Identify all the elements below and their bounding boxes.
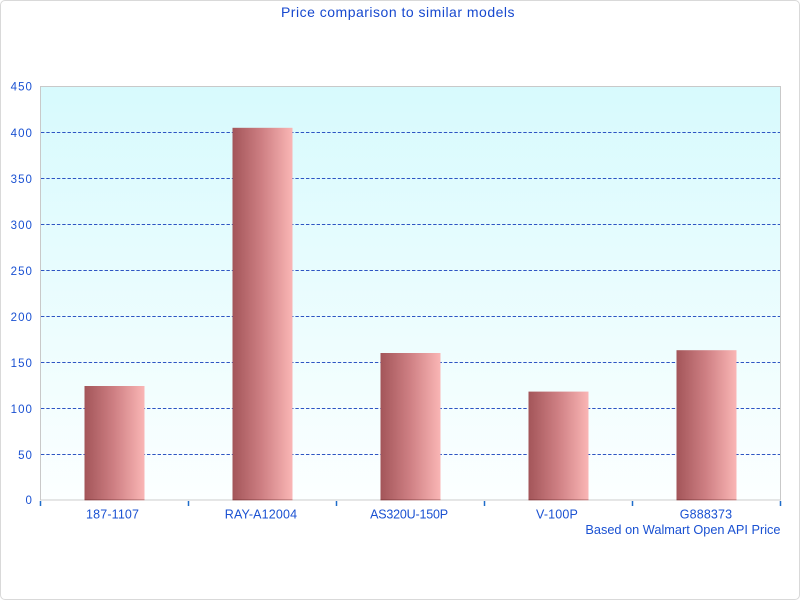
- svg-text:50: 50: [18, 450, 33, 462]
- svg-text:187-1107: 187-1107: [86, 508, 139, 522]
- svg-text:250: 250: [11, 266, 33, 278]
- svg-text:0: 0: [26, 495, 33, 507]
- svg-text:150: 150: [11, 358, 33, 370]
- svg-text:RAY-A12004: RAY-A12004: [225, 508, 297, 522]
- svg-text:100: 100: [11, 404, 33, 416]
- svg-text:AS320U-150P: AS320U-150P: [370, 508, 448, 522]
- svg-text:Based on Walmart Open API Pric: Based on Walmart Open API Price: [585, 522, 780, 537]
- svg-text:V-100P: V-100P: [536, 508, 578, 522]
- svg-text:200: 200: [11, 312, 33, 324]
- svg-text:350: 350: [11, 174, 33, 186]
- svg-text:Price comparison to similar mo: Price comparison to similar models: [281, 4, 515, 20]
- svg-text:400: 400: [11, 128, 33, 140]
- svg-text:G888373: G888373: [680, 508, 732, 522]
- svg-text:300: 300: [11, 220, 33, 232]
- svg-text:450: 450: [11, 82, 33, 94]
